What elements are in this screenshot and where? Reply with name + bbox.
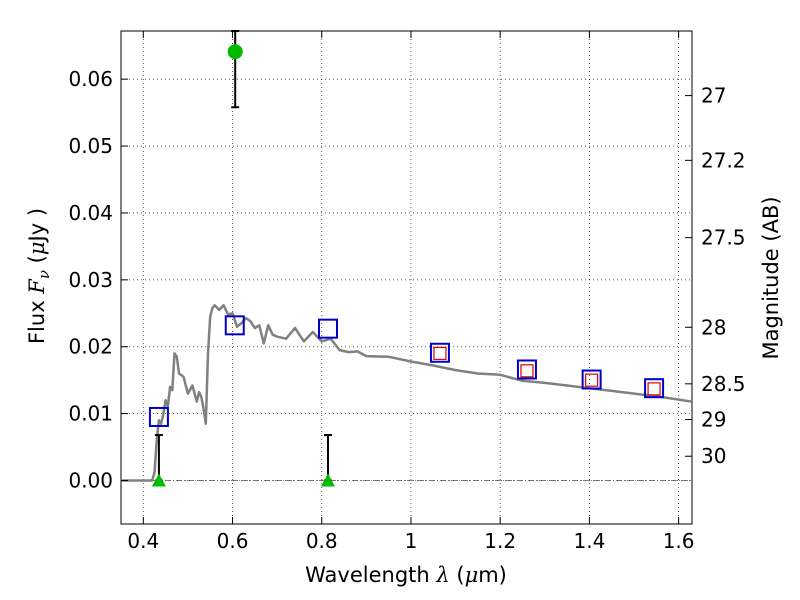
x-tick-label: 0.8 [306,529,338,553]
observed-flux-marker [644,378,665,399]
observed-photometry [148,315,665,427]
y2-tick-label: 30 [701,444,726,468]
x-tick-label: 0.6 [217,529,249,553]
y-tick-label: 0.06 [68,67,113,91]
observed-flux-marker [429,342,450,363]
x-tick-label: 1.6 [663,529,695,553]
y2-tick-label: 27.5 [701,226,746,250]
model-flux-marker [433,346,447,361]
model-sed-spectrum [121,304,693,482]
grid-lines [121,31,692,524]
y-tick-label: 0.04 [68,201,113,225]
y-axis-ticks: 0.00 0.01 0.02 0.03 0.04 0.05 0.06 [68,67,128,493]
upper-limit-marker [151,473,166,487]
y2-tick-label: 27.2 [701,148,746,172]
x-tick-label: 1.4 [573,529,605,553]
x-axis-ticks: 0.4 0.6 0.8 1 1.2 1.4 1.6 [127,31,695,553]
plot-area [120,30,693,525]
y-tick-label: 0.01 [68,402,113,426]
y2-tick-label: 29 [701,408,726,432]
y2-tick-label: 27 [701,84,726,108]
error-bars [154,30,332,482]
y-tick-label: 0.05 [68,134,113,158]
y-tick-label: 0.02 [68,335,113,359]
x-tick-label: 0.4 [127,529,159,553]
observed-flux-marker [516,359,537,380]
y-tick-label: 0.03 [68,268,113,292]
model-sed-line [121,304,693,482]
x-tick-label: 1 [405,529,418,553]
model-flux-marker [520,364,534,378]
y2-tick-label: 28.5 [701,372,746,396]
observed-flux-marker [148,406,169,427]
y2-axis-label: Magnitude (AB) [759,196,783,359]
detections [151,44,335,487]
observed-flux-marker [317,318,338,339]
upper-limit-marker [320,473,335,487]
detection-marker [227,44,243,60]
observed-flux-marker [224,315,245,336]
y-tick-label: 0.00 [68,469,113,493]
model-flux-marker [647,382,661,396]
y-axis-label: Flux Fν (μJy ) [25,208,53,344]
y2-axis-ticks: 27 27.2 27.5 28 28.5 29 30 [685,84,746,468]
x-axis-label: Wavelength λ (μm) [305,563,507,587]
model-photometry [433,346,661,396]
x-tick-label: 1.2 [484,529,516,553]
observed-flux-marker [581,369,602,390]
model-flux-marker [585,373,599,387]
y2-tick-label: 28 [701,315,726,339]
